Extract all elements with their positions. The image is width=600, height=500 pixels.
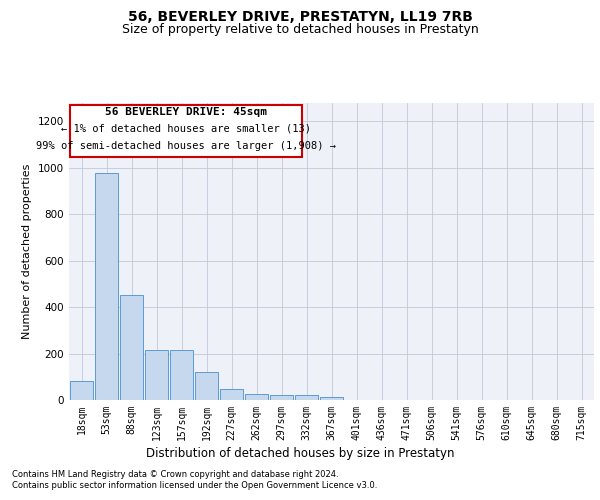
Bar [70, 382, 93, 400]
Text: Contains public sector information licensed under the Open Government Licence v3: Contains public sector information licen… [12, 481, 377, 490]
Bar [320, 397, 343, 400]
FancyBboxPatch shape [70, 105, 302, 157]
Text: 99% of semi-detached houses are larger (1,908) →: 99% of semi-detached houses are larger (… [36, 140, 336, 150]
Bar [270, 395, 293, 400]
Text: Size of property relative to detached houses in Prestatyn: Size of property relative to detached ho… [122, 22, 478, 36]
Bar [245, 394, 268, 400]
Bar [120, 296, 143, 400]
Y-axis label: Number of detached properties: Number of detached properties [22, 164, 32, 339]
Text: Contains HM Land Registry data © Crown copyright and database right 2024.: Contains HM Land Registry data © Crown c… [12, 470, 338, 479]
Bar [195, 372, 218, 400]
Text: 56 BEVERLEY DRIVE: 45sqm: 56 BEVERLEY DRIVE: 45sqm [105, 108, 267, 118]
Bar [295, 396, 318, 400]
Text: Distribution of detached houses by size in Prestatyn: Distribution of detached houses by size … [146, 448, 454, 460]
Text: ← 1% of detached houses are smaller (13): ← 1% of detached houses are smaller (13) [61, 124, 311, 134]
Bar [145, 350, 168, 400]
Bar [170, 350, 193, 400]
Text: 56, BEVERLEY DRIVE, PRESTATYN, LL19 7RB: 56, BEVERLEY DRIVE, PRESTATYN, LL19 7RB [128, 10, 472, 24]
Bar [220, 389, 243, 400]
Bar [95, 174, 118, 400]
